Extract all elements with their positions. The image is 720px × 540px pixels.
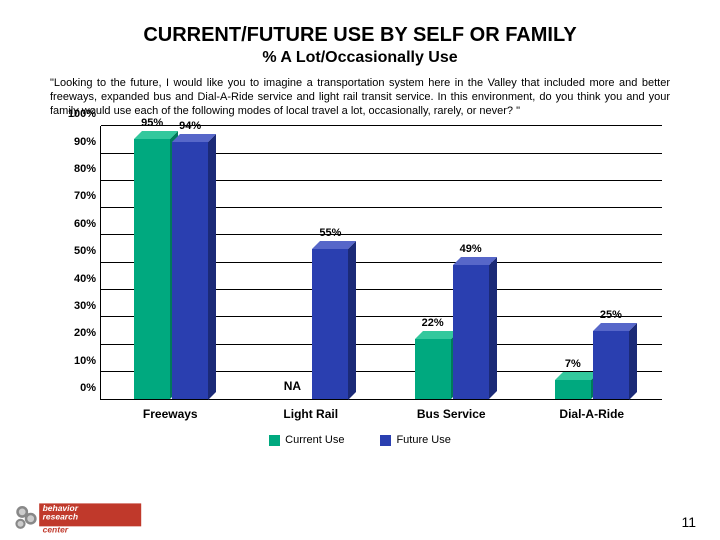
y-tick-label: 10%	[50, 355, 96, 367]
bar-group: 95%94%	[101, 126, 241, 399]
chart-bar: 22%	[415, 339, 451, 399]
bar-value-label: 95%	[141, 117, 163, 129]
chart-bar: 55%	[312, 249, 348, 400]
y-tick-label: 70%	[50, 190, 96, 202]
bar-value-label: 22%	[422, 317, 444, 329]
chart-bar: 7%	[555, 380, 591, 399]
page-subtitle: % A Lot/Occasionally Use	[40, 49, 680, 67]
bar-value-label: 55%	[319, 227, 341, 239]
y-tick-label: 0%	[50, 382, 96, 394]
chart-bar: 95%	[134, 139, 170, 399]
legend-swatch	[380, 435, 391, 446]
chart-bar: 25%	[593, 331, 629, 400]
bar-value-label: 25%	[600, 309, 622, 321]
y-tick-label: 20%	[50, 327, 96, 339]
y-tick-label: 60%	[50, 218, 96, 230]
brand-logo: behavior research center	[12, 500, 148, 534]
bar-group: NA55%	[241, 126, 381, 399]
y-tick-label: 40%	[50, 273, 96, 285]
svg-text:center: center	[43, 524, 69, 534]
bar-group: 7%25%	[522, 126, 662, 399]
legend-label: Current Use	[285, 434, 344, 446]
y-tick-label: 100%	[50, 108, 96, 120]
y-tick-label: 30%	[50, 300, 96, 312]
question-text: "Looking to the future, I would like you…	[50, 77, 670, 118]
legend-item: Future Use	[380, 434, 450, 446]
legend-swatch	[269, 435, 280, 446]
chart-bar: 49%	[453, 265, 489, 399]
x-category-label: Light Rail	[241, 404, 382, 426]
y-tick-label: 80%	[50, 163, 96, 175]
page-title: CURRENT/FUTURE USE BY SELF OR FAMILY	[40, 24, 680, 47]
legend-item: Current Use	[269, 434, 344, 446]
bar-group: 22%49%	[382, 126, 522, 399]
chart-legend: Current Use Future Use	[40, 434, 680, 446]
svg-text:research: research	[43, 512, 78, 522]
x-category-label: Dial-A-Ride	[522, 404, 663, 426]
bar-value-label: 7%	[565, 358, 581, 370]
bar-value-label: 94%	[179, 120, 201, 132]
chart-bar: 94%	[172, 142, 208, 400]
legend-label: Future Use	[396, 434, 450, 446]
x-category-label: Freeways	[100, 404, 241, 426]
y-tick-label: 50%	[50, 245, 96, 257]
y-tick-label: 90%	[50, 136, 96, 148]
bar-chart: 95%94%NA55%22%49%7%25% FreewaysLight Rai…	[50, 126, 670, 426]
bar-value-label: 49%	[460, 243, 482, 255]
page-number: 11	[681, 514, 696, 530]
x-category-label: Bus Service	[381, 404, 522, 426]
